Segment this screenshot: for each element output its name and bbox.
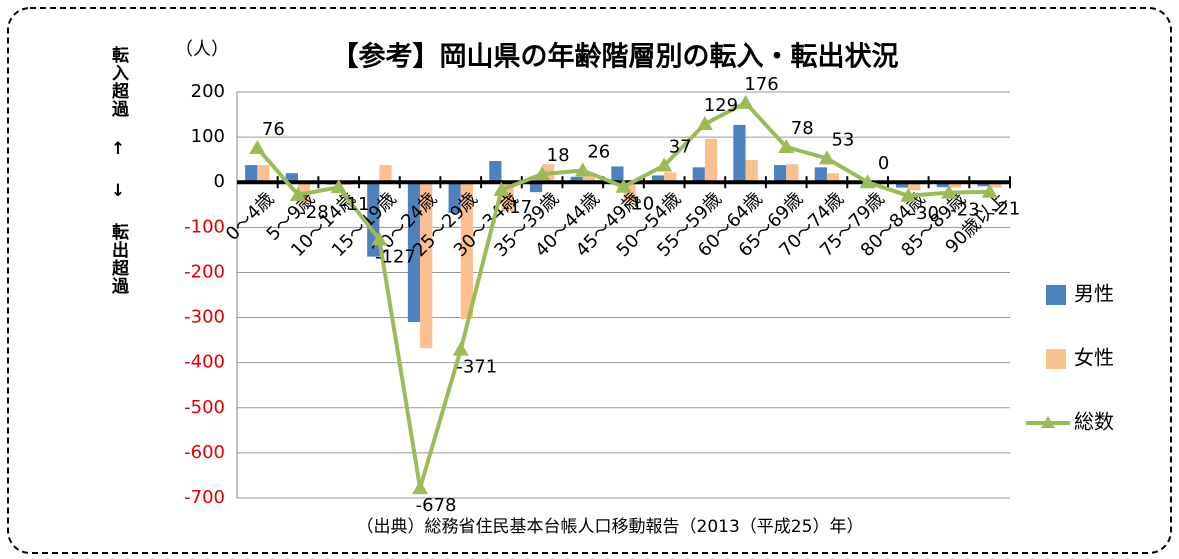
line-marker: [656, 157, 673, 172]
y-tick-label: -700: [184, 487, 225, 508]
data-label: 78: [791, 118, 814, 139]
bar: [977, 182, 990, 187]
legend-marker: [1041, 416, 1055, 428]
line-marker: [249, 139, 266, 154]
y-tick-label: 0: [214, 171, 225, 192]
line-marker: [615, 178, 632, 193]
data-label: -678: [416, 495, 457, 516]
bar: [948, 182, 962, 188]
line-marker: [330, 179, 347, 194]
line-marker: [981, 183, 998, 198]
bar: [826, 173, 840, 183]
line-marker: [778, 139, 795, 154]
y-axis-label: 転入超過 ↑ ↓ 転出超過: [108, 46, 128, 295]
data-label: 37: [669, 137, 692, 158]
data-label: -11: [340, 194, 369, 215]
data-label: -10: [625, 194, 654, 215]
line-marker: [412, 480, 429, 495]
frame: [7, 7, 1172, 554]
line-marker: [534, 166, 551, 181]
data-label: -17: [503, 197, 532, 218]
line-marker: [290, 186, 307, 201]
bar: [745, 160, 758, 183]
data-label: 53: [831, 129, 854, 150]
data-label: 18: [547, 145, 570, 166]
y-tick-label: -400: [184, 352, 225, 373]
bar: [651, 175, 665, 183]
bar: [245, 165, 258, 183]
bar: [814, 167, 827, 183]
line-marker: [371, 231, 388, 246]
bar: [692, 167, 705, 183]
line-marker: [696, 116, 713, 131]
legend-swatch: [1046, 349, 1066, 369]
bar: [582, 175, 596, 183]
data-label: 129: [704, 95, 738, 116]
bar: [448, 182, 461, 213]
line-marker: [574, 162, 591, 177]
bar: [489, 161, 502, 183]
bar: [407, 182, 421, 323]
legend-label: 総数: [1074, 410, 1114, 434]
y-tick-label: 200: [191, 81, 225, 102]
line-marker: [900, 187, 917, 202]
y-tick-label: -100: [184, 216, 225, 237]
data-label: -30: [910, 203, 939, 224]
data-label: -28: [299, 202, 328, 223]
y-tick-label: 100: [191, 126, 225, 147]
line-marker: [452, 341, 469, 356]
bar: [529, 182, 543, 193]
bar: [285, 173, 299, 183]
data-label: 176: [744, 74, 778, 95]
data-label: -127: [375, 247, 416, 268]
bar: [570, 176, 583, 183]
legend-label: 男性: [1074, 282, 1114, 306]
data-label: 0: [878, 153, 889, 174]
line-marker: [493, 181, 510, 196]
legend-label: 女性: [1074, 346, 1114, 370]
data-label: -371: [456, 357, 497, 378]
data-label: 26: [587, 141, 610, 162]
y-tick-label: -300: [184, 307, 225, 328]
bar: [420, 182, 433, 349]
y-tick-label: -500: [184, 397, 225, 418]
chart-title: 【参考】岡山県の年齢階層別の転入・転出状況: [332, 41, 899, 73]
data-label: 76: [262, 119, 285, 140]
y-tick-label: -600: [184, 442, 225, 463]
bar: [936, 182, 949, 188]
bar: [704, 138, 718, 183]
bar: [908, 182, 921, 191]
bar: [733, 124, 746, 183]
bar: [896, 182, 909, 188]
legend-swatch: [1046, 285, 1066, 305]
line-marker: [859, 174, 876, 189]
bar: [664, 172, 677, 183]
bar: [379, 165, 392, 183]
line-marker: [737, 94, 754, 109]
unit-label: （人）: [175, 39, 229, 60]
source: （出典）総務省住民基本台帳人口移動報告（2013（平成25）年）: [357, 517, 864, 537]
data-label: -21: [991, 199, 1020, 220]
line-marker: [940, 184, 957, 199]
data-label: -23: [950, 200, 979, 221]
bar: [786, 164, 799, 183]
bar: [611, 166, 624, 183]
bar: [989, 182, 1002, 188]
line-marker: [818, 150, 835, 165]
bar: [774, 165, 787, 183]
bar: [257, 165, 270, 183]
bar: [460, 182, 473, 319]
y-tick-label: -200: [184, 261, 225, 282]
